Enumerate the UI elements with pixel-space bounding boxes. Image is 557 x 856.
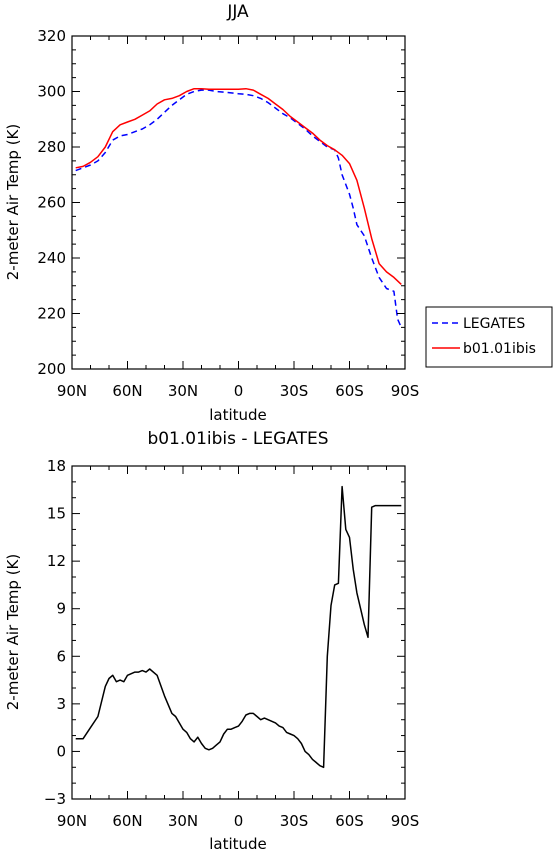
legend-label-legates: LEGATES [463,316,525,332]
legend: LEGATES b01.01ibis [425,306,553,368]
y-tick-label: 280 [37,138,66,156]
y-axis-label: 2-meter Air Temp (K) [4,554,22,711]
plot-frame [71,465,406,800]
y-tick-label: 200 [37,360,66,378]
y-axis-label: 2-meter Air Temp (K) [4,124,22,281]
x-tick-label: 60N [112,382,142,400]
x-tick-label: 90S [391,812,420,830]
y-tick-label: 6 [56,647,66,665]
legend-label-ibis: b01.01ibis [463,341,536,357]
y-tick-label: 9 [56,600,66,618]
x-tick-label: 60S [335,382,364,400]
x-tick-label: 30N [168,382,198,400]
series-line-legates [75,89,402,328]
y-tick-label: 0 [56,742,66,760]
x-tick-label: 90N [57,382,87,400]
y-tick-label: 300 [37,83,66,101]
y-tick-label: 3 [56,695,66,713]
x-tick-label: 60S [335,812,364,830]
x-tick-label: 60N [112,812,142,830]
y-tick-label: 18 [47,457,66,475]
plot-frame [71,35,406,370]
y-tick-label: 12 [47,552,66,570]
x-tick-label: 30S [280,382,309,400]
y-tick-label: 15 [47,505,66,523]
y-tick-label: 260 [37,194,66,212]
series-line-b01-01ibis [75,87,402,285]
x-tick-label: 90N [57,812,87,830]
x-axis-label: latitude [209,835,267,851]
y-tick-label: 240 [37,249,66,267]
series-line-difference [75,485,402,769]
x-tick-label: 0 [234,812,244,830]
y-tick-label: −3 [44,790,66,808]
y-tick-label: 320 [37,27,66,45]
y-tick-label: 220 [37,305,66,323]
temperature-chart: JJA 90N 60N 30N 0 30S 60S 90S 200 220 240 260 280 30… [4,2,419,424]
x-axis-label: latitude [209,406,267,424]
chart-title: JJA [226,2,249,22]
x-tick-label: 30S [280,812,309,830]
difference-chart: b01.01ibis - LEGATES 90N 60N 30N 0 30S 60S 90S… [4,429,420,853]
x-tick-label: 0 [234,382,244,400]
x-tick-label: 30N [168,812,198,830]
legend-box [425,306,553,368]
chart-title: b01.01ibis - LEGATES [147,429,328,449]
x-tick-label: 90S [391,382,420,400]
